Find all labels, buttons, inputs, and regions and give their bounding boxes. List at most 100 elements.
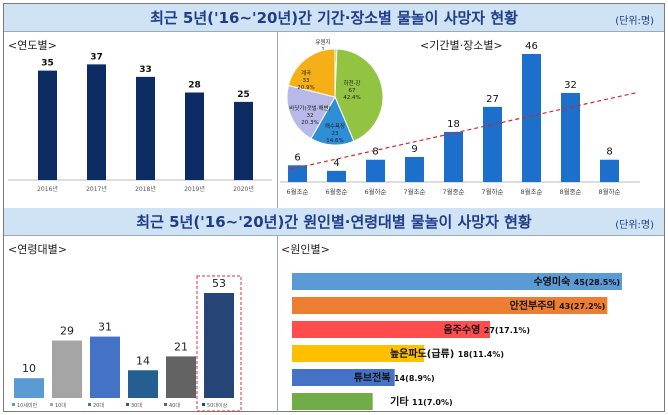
cause-label-name: 안전부주의 <box>510 299 559 312</box>
cause-label-name: 튜브전복 <box>354 371 394 384</box>
age-value-label: 53 <box>212 277 226 290</box>
year-value-label: 37 <box>90 52 103 62</box>
year-category-label: 2016년 <box>37 185 58 193</box>
age-bar <box>128 370 158 398</box>
cause-bar <box>292 297 608 314</box>
top-header: 최근 5년('16~'20년)간 기간·장소별 물놀이 사망자 현황 (단위:명… <box>4 4 664 32</box>
year-category-label: 2018년 <box>135 185 156 193</box>
period-value-label: 46 <box>525 41 538 52</box>
year-value-label: 33 <box>139 65 152 75</box>
age-value-label: 10 <box>22 362 36 375</box>
age-legend-swatch <box>88 403 91 406</box>
age-category-label: 30대 <box>131 402 142 409</box>
pie-slice-label: 바닷가(갯벌·해변) <box>289 104 330 112</box>
period-trendline <box>289 92 637 170</box>
cause-bar <box>292 345 424 362</box>
period-value-label: 32 <box>564 80 577 91</box>
age-legend-swatch <box>12 403 15 406</box>
cause-label-pct: (8.9%) <box>405 374 435 383</box>
panel-label-period: <기간별·장소별> <box>420 39 503 52</box>
period-bar <box>444 131 463 182</box>
period-bar <box>483 106 502 182</box>
period-bar <box>288 165 307 182</box>
figure-frame <box>3 3 665 412</box>
pie-slice-pct: 20.9% <box>297 85 314 91</box>
age-category-label: 10세미만 <box>17 402 38 409</box>
period-bar <box>561 92 580 182</box>
period-category-label: 6월하순 <box>364 187 386 196</box>
age-legend-swatch <box>126 403 129 406</box>
year-bar <box>38 70 57 180</box>
cause-bar-label: 수영미숙 45(28.5%) <box>533 275 620 288</box>
cause-label-value: 45 <box>574 278 586 287</box>
age-bar <box>90 336 120 398</box>
pie-slice-value: 67 <box>349 88 356 94</box>
cause-bar-label: 튜브전복 14(8.9%) <box>354 371 435 384</box>
pie-slice <box>287 48 336 98</box>
period-value-label: 18 <box>447 119 460 130</box>
age-legend-swatch <box>50 403 53 406</box>
year-value-label: 25 <box>237 90 250 100</box>
year-value-label: 28 <box>188 81 201 91</box>
pie-slice <box>334 48 384 142</box>
pie-slice-label: 유원지 <box>315 38 330 46</box>
period-category-label: 7월하순 <box>481 187 503 196</box>
period-bar <box>405 156 424 182</box>
cause-label-value: 11 <box>412 398 424 407</box>
pie-slice-label: 계곡 <box>301 69 311 77</box>
bottom-unit: (단위:명) <box>615 220 654 231</box>
period-value-label: 9 <box>411 144 417 155</box>
age-category-label: 10대 <box>55 402 66 409</box>
age-category-label: 50대이상 <box>207 402 228 409</box>
cause-label-pct: (11.4%) <box>469 350 504 359</box>
top-title: 최근 5년('16~'20년)간 기간·장소별 물놀이 사망자 현황 <box>150 9 518 27</box>
period-bar <box>522 54 541 182</box>
cause-label-name: 기타 <box>390 395 412 408</box>
period-category-label: 6월초순 <box>286 187 308 196</box>
age-value-label: 21 <box>174 340 188 353</box>
pie-slice-label: 하천·강 <box>344 79 361 87</box>
cause-label-pct: (7.0%) <box>423 398 453 407</box>
period-value-label: 6 <box>294 152 300 163</box>
top-unit: (단위:명) <box>615 16 654 27</box>
period-value-label: 8 <box>606 147 612 158</box>
cause-bar <box>292 369 395 386</box>
year-bar <box>234 101 253 180</box>
cause-label-value: 18 <box>458 350 470 359</box>
year-category-label: 2020년 <box>233 185 254 193</box>
cause-bar <box>292 273 622 290</box>
period-value-label: 8 <box>372 147 378 158</box>
year-bar <box>87 64 106 180</box>
year-value-label: 35 <box>41 59 54 69</box>
year-bar <box>136 76 155 180</box>
cause-label-name: 음주수영 <box>443 323 483 336</box>
cause-bar <box>292 393 373 410</box>
cause-label-pct: (27.2%) <box>570 302 605 311</box>
period-value-label: 4 <box>333 158 339 169</box>
cause-label-name: 높은파도(급류) <box>390 347 458 360</box>
panel-label-age: <연령대별> <box>8 243 67 256</box>
bottom-title: 최근 5년('16~'20년)간 원인별·연령대별 물놀이 사망자 현황 <box>136 213 532 231</box>
age-bar <box>14 378 44 398</box>
cause-label-pct: (17.1%) <box>495 326 530 335</box>
panel-label-cause: <원인별> <box>281 243 330 256</box>
period-category-label: 7월초순 <box>403 187 425 196</box>
age-value-label: 31 <box>98 321 112 334</box>
year-bar <box>185 92 204 180</box>
period-category-label: 8월초순 <box>520 187 542 196</box>
period-value-label: 27 <box>486 94 499 105</box>
age-value-label: 14 <box>136 354 150 367</box>
age-bar <box>204 293 234 398</box>
pie-slice-pct: 20.3% <box>301 120 318 126</box>
cause-bar-label: 음주수영 27(17.1%) <box>443 323 530 336</box>
age-category-label: 40대 <box>169 402 180 409</box>
cause-label-value: 14 <box>394 374 406 383</box>
cause-label-value: 43 <box>559 302 570 311</box>
period-bar <box>366 159 385 182</box>
age-value-label: 29 <box>60 325 74 338</box>
pie-slice <box>286 84 336 140</box>
age-legend-swatch <box>202 403 205 406</box>
bottom-header: 최근 5년('16~'20년)간 원인별·연령대별 물놀이 사망자 현황 (단위… <box>4 208 664 236</box>
